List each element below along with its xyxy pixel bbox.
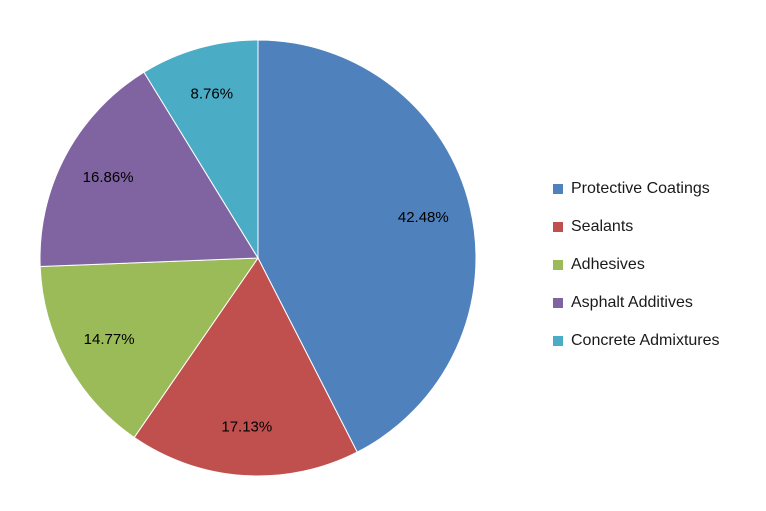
legend-item-concrete-admixtures: Concrete Admixtures bbox=[553, 322, 720, 360]
legend-swatch-protective-coatings bbox=[553, 184, 563, 194]
legend-label-adhesives: Adhesives bbox=[571, 256, 645, 273]
legend-swatch-asphalt-additives bbox=[553, 298, 563, 308]
legend-item-sealants: Sealants bbox=[553, 208, 720, 246]
legend-item-protective-coatings: Protective Coatings bbox=[553, 170, 720, 208]
pie-slice-concrete-admixtures bbox=[143, 39, 259, 260]
legend-label-sealants: Sealants bbox=[571, 218, 634, 235]
pie-slice-adhesives bbox=[39, 257, 259, 439]
legend-swatch-sealants bbox=[553, 222, 563, 232]
legend-swatch-concrete-admixtures bbox=[553, 336, 563, 346]
data-label-protective-coatings: 42.48% bbox=[398, 209, 449, 226]
legend-label-protective-coatings: Protective Coatings bbox=[571, 180, 710, 197]
legend-item-adhesives: Adhesives bbox=[553, 246, 720, 284]
data-label-concrete-admixtures: 8.76% bbox=[191, 85, 234, 102]
legend-swatch-adhesives bbox=[553, 260, 563, 270]
pie-slice-asphalt-additives bbox=[39, 71, 259, 268]
legend-label-concrete-admixtures: Concrete Admixtures bbox=[571, 332, 720, 349]
legend-label-asphalt-additives: Asphalt Additives bbox=[571, 294, 693, 311]
data-label-sealants: 17.13% bbox=[221, 419, 272, 436]
pie-slices bbox=[39, 39, 477, 477]
chart-legend: Protective Coatings Sealants Adhesives A… bbox=[553, 170, 720, 360]
pie-slice-sealants bbox=[133, 257, 358, 477]
pie-data-labels: 42.48% 17.13% 14.77% 16.86% 8.76% bbox=[83, 85, 449, 435]
data-label-asphalt-additives: 16.86% bbox=[83, 169, 134, 186]
data-label-adhesives: 14.77% bbox=[84, 331, 135, 348]
pie-slice-protective-coatings bbox=[257, 39, 477, 453]
legend-item-asphalt-additives: Asphalt Additives bbox=[553, 284, 720, 322]
